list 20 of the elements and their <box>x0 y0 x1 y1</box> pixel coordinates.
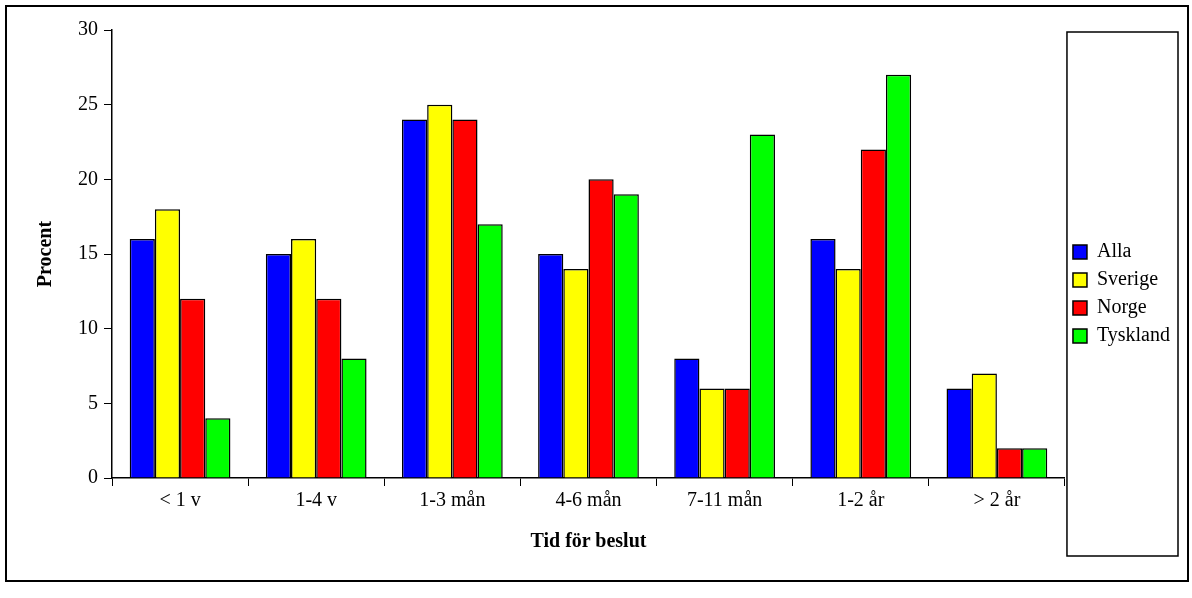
legend-label: Alla <box>1096 239 1132 262</box>
x-tick-label: < 1 v <box>159 488 201 511</box>
y-tick-label: 15 <box>78 241 98 264</box>
y-tick-label: 30 <box>78 17 98 40</box>
x-axis-title: Tid för beslut <box>530 529 647 552</box>
y-tick-label: 5 <box>88 390 98 413</box>
x-tick-label: > 2 år <box>973 488 1021 511</box>
y-tick-label: 20 <box>78 166 98 189</box>
y-axis-title: Procent <box>33 220 56 288</box>
x-tick-label: 7-11 mån <box>686 488 763 511</box>
x-tick-label: 4-6 mån <box>555 488 622 511</box>
legend-label: Tyskland <box>1096 323 1171 347</box>
y-tick-label: 0 <box>88 465 98 488</box>
legend-label: Norge <box>1096 295 1147 319</box>
x-tick-label: 1-4 v <box>295 488 338 511</box>
y-tick-label: 25 <box>78 91 98 114</box>
x-tick-label: 1-3 mån <box>419 488 486 511</box>
x-tick-label: 1-2 år <box>837 488 885 511</box>
y-tick-label: 10 <box>78 315 98 338</box>
legend-label: Sverige <box>1096 267 1159 291</box>
